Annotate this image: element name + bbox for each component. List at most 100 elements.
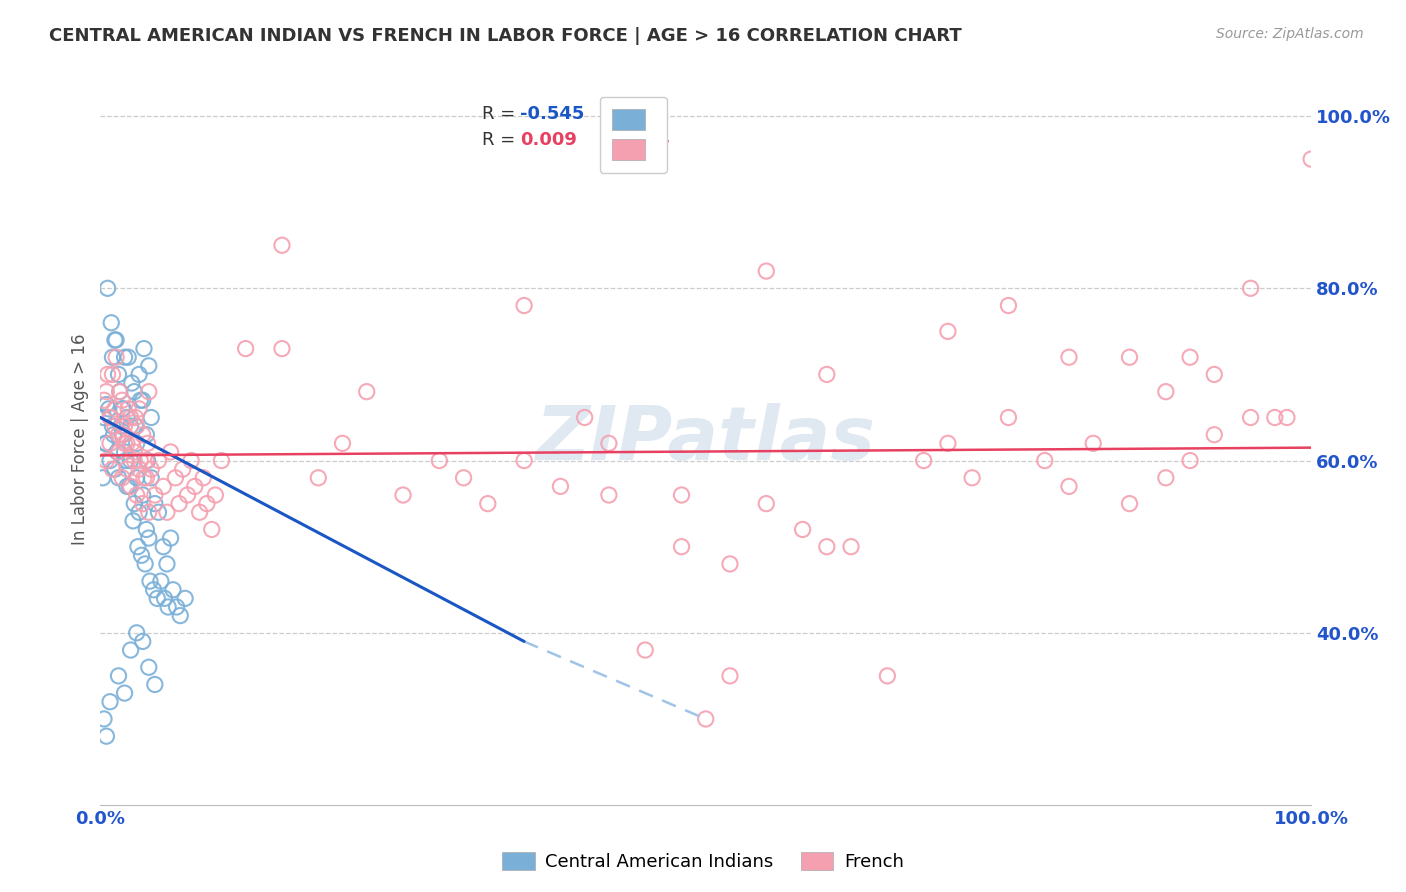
- Point: [1204, 427, 1226, 442]
- Point: [550, 479, 572, 493]
- Point: [107, 445, 129, 459]
- Y-axis label: In Labor Force | Age > 16: In Labor Force | Age > 16: [72, 334, 89, 545]
- Point: [98, 695, 121, 709]
- Point: [159, 531, 181, 545]
- Point: [114, 350, 136, 364]
- Point: [122, 384, 145, 399]
- Point: [815, 368, 838, 382]
- Point: [120, 453, 142, 467]
- Point: [122, 514, 145, 528]
- Point: [307, 471, 329, 485]
- Point: [94, 436, 117, 450]
- Point: [936, 436, 959, 450]
- Point: [141, 410, 163, 425]
- Point: [174, 591, 197, 606]
- Point: [114, 436, 136, 450]
- Point: [1275, 410, 1298, 425]
- Point: [184, 479, 207, 493]
- Point: [103, 427, 125, 442]
- Point: [128, 462, 150, 476]
- Point: [132, 427, 155, 442]
- Point: [105, 333, 128, 347]
- Point: [718, 669, 741, 683]
- Point: [129, 453, 152, 467]
- Point: [120, 419, 142, 434]
- Point: [125, 471, 148, 485]
- Point: [122, 453, 145, 467]
- Point: [121, 376, 143, 390]
- Point: [114, 445, 136, 459]
- Point: [136, 436, 159, 450]
- Point: [107, 669, 129, 683]
- Point: [138, 531, 160, 545]
- Point: [112, 401, 135, 416]
- Point: [96, 729, 118, 743]
- Point: [427, 453, 450, 467]
- Point: [1057, 350, 1080, 364]
- Text: R =: R =: [482, 131, 520, 149]
- Point: [180, 453, 202, 467]
- Point: [115, 462, 138, 476]
- Point: [125, 436, 148, 450]
- Text: -0.545: -0.545: [520, 105, 585, 123]
- Point: [193, 471, 215, 485]
- Point: [97, 281, 120, 295]
- Point: [598, 488, 620, 502]
- Point: [1239, 410, 1261, 425]
- Point: [101, 462, 124, 476]
- Text: 0.009: 0.009: [520, 131, 578, 149]
- Point: [792, 523, 814, 537]
- Point: [100, 316, 122, 330]
- Point: [98, 453, 121, 467]
- Point: [997, 299, 1019, 313]
- Point: [120, 479, 142, 493]
- Point: [104, 333, 127, 347]
- Point: [912, 453, 935, 467]
- Point: [100, 410, 122, 425]
- Point: [136, 453, 159, 467]
- Point: [128, 505, 150, 519]
- Point: [143, 497, 166, 511]
- Point: [138, 505, 160, 519]
- Point: [142, 582, 165, 597]
- Point: [356, 384, 378, 399]
- Point: [132, 471, 155, 485]
- Text: N =: N =: [588, 131, 638, 149]
- Point: [143, 677, 166, 691]
- Point: [235, 342, 257, 356]
- Point: [93, 393, 115, 408]
- Point: [128, 368, 150, 382]
- Point: [152, 479, 174, 493]
- Point: [997, 410, 1019, 425]
- Point: [111, 393, 134, 408]
- Point: [125, 488, 148, 502]
- Point: [671, 540, 693, 554]
- Text: ZIPatlas: ZIPatlas: [536, 402, 876, 475]
- Point: [101, 419, 124, 434]
- Point: [141, 471, 163, 485]
- Legend: Central American Indians, French: Central American Indians, French: [495, 845, 911, 879]
- Point: [1264, 410, 1286, 425]
- Point: [120, 643, 142, 657]
- Point: [574, 410, 596, 425]
- Point: [1033, 453, 1056, 467]
- Point: [111, 427, 134, 442]
- Point: [124, 419, 146, 434]
- Point: [108, 384, 131, 399]
- Point: [115, 436, 138, 450]
- Point: [96, 384, 118, 399]
- Point: [671, 488, 693, 502]
- Point: [96, 436, 118, 450]
- Point: [755, 497, 778, 511]
- Point: [153, 591, 176, 606]
- Point: [634, 643, 657, 657]
- Point: [125, 419, 148, 434]
- Point: [201, 523, 224, 537]
- Point: [141, 462, 163, 476]
- Point: [105, 350, 128, 364]
- Point: [1301, 152, 1323, 166]
- Text: CENTRAL AMERICAN INDIAN VS FRENCH IN LABOR FORCE | AGE > 16 CORRELATION CHART: CENTRAL AMERICAN INDIAN VS FRENCH IN LAB…: [49, 27, 962, 45]
- Point: [114, 453, 136, 467]
- Point: [815, 540, 838, 554]
- Point: [134, 557, 156, 571]
